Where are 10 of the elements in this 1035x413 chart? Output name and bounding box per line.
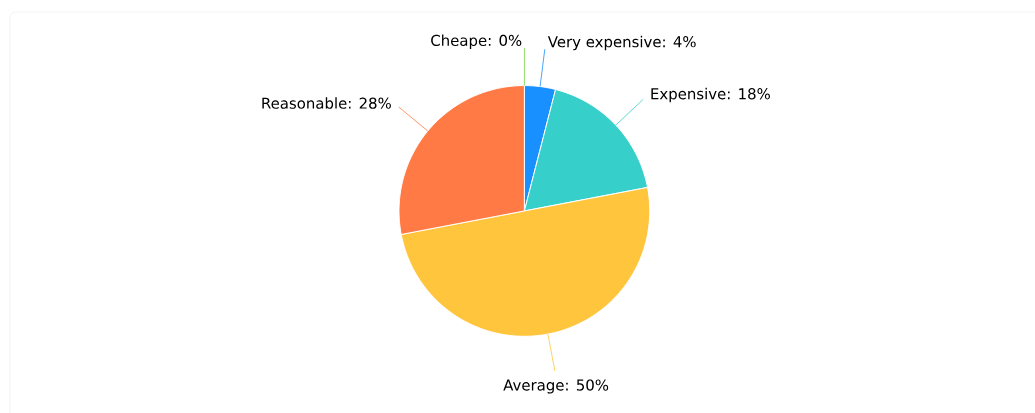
slice-label: Very expensive bbox=[547, 35, 661, 51]
slice-label: Expensive bbox=[651, 87, 726, 103]
category-label: Cheape bbox=[431, 34, 487, 49]
slice-label: Reasonable bbox=[262, 97, 347, 109]
data-label: : 28% bbox=[349, 97, 391, 109]
text: : 0% bbox=[488, 34, 522, 46]
data-label: : 18% bbox=[728, 88, 770, 100]
slice-label: Average bbox=[503, 379, 564, 394]
data-label: : 50% bbox=[566, 379, 609, 391]
data-label: : 4% bbox=[663, 36, 696, 48]
